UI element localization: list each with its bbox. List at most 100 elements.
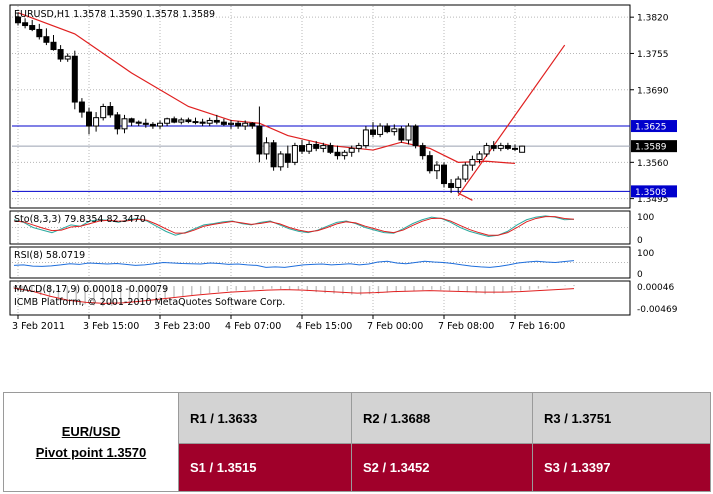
candle-body — [355, 145, 362, 149]
candle-body — [426, 155, 433, 172]
candle-body — [142, 122, 149, 125]
candle-body — [291, 145, 298, 163]
stochastic-panel — [9, 210, 631, 245]
support-3: S3 / 1.3397 — [532, 443, 711, 492]
candle-body — [313, 143, 320, 149]
support-1: S1 / 1.3515 — [178, 443, 352, 492]
candle-body — [512, 147, 518, 150]
rsi-panel — [9, 246, 631, 279]
x-tick-label: 7 Feb 08:00 — [438, 321, 494, 332]
candle-body — [249, 122, 256, 127]
candle-body — [29, 25, 36, 30]
current-price-badge — [631, 140, 677, 153]
candle-body — [306, 143, 313, 152]
candle-body — [157, 122, 163, 127]
price-level-label: 1.3508 — [635, 188, 667, 198]
macd-copyright: ICMB Platform, © 2001-2010 MetaQuotes So… — [14, 297, 285, 308]
support-2: S2 / 1.3452 — [351, 443, 533, 492]
candle-body — [270, 142, 277, 168]
x-tick-label: 4 Feb 07:00 — [225, 321, 281, 332]
sto-title: Sto(8,3,3) 79.8354 82.3470 — [14, 214, 146, 225]
candle-body — [199, 121, 206, 124]
candle-body — [504, 145, 511, 149]
candle-body — [370, 129, 376, 135]
indicator-line — [13, 260, 575, 268]
forex-chart: 1.3820 1.3755 1.3690 1.3560 1.3495 1.3625 1.35… — [9, 4, 678, 332]
price-level-label: 1.3625 — [635, 123, 667, 133]
candle-body — [284, 153, 291, 163]
main-price-panel — [9, 4, 631, 209]
macd-panel — [9, 280, 631, 316]
trend-line-secondary — [457, 192, 473, 201]
x-tick-label: 7 Feb 00:00 — [367, 321, 423, 332]
pivot-point-label: Pivot point 1.3570 — [35, 445, 147, 460]
candle-body — [448, 183, 455, 188]
y-tick-label: 0.00046 — [637, 283, 674, 293]
y-tick-label: 1.3560 — [637, 159, 669, 169]
macd-signal-line — [13, 287, 575, 304]
candle-body — [377, 125, 384, 135]
candle-body — [242, 122, 249, 127]
candle-body — [213, 119, 220, 123]
candle-body — [519, 145, 526, 153]
trend-line — [457, 44, 566, 197]
candle-body — [43, 36, 50, 43]
candle-body — [476, 153, 483, 161]
candle-body — [455, 178, 462, 188]
candle-body — [71, 55, 78, 103]
x-tick-label: 4 Feb 15:00 — [296, 321, 352, 332]
candle-body — [341, 151, 348, 157]
resistance-3: R3 / 1.3751 — [532, 392, 711, 444]
candle-body — [185, 119, 192, 123]
y-tick-label: 1.3495 — [637, 195, 669, 205]
candle-body — [320, 145, 327, 149]
y-tick-label: 100 — [637, 249, 654, 259]
candle-body — [107, 106, 114, 116]
price-level-badge — [631, 185, 677, 198]
indicator-line — [13, 216, 575, 236]
candle-body — [419, 145, 426, 157]
candle-body — [228, 122, 234, 125]
y-tick-label: 100 — [637, 213, 654, 223]
candle-body — [100, 106, 107, 119]
pivot-table: EUR/USD Pivot point 1.3570 R1 / 1.3633 R… — [3, 392, 711, 492]
candle-body — [462, 164, 469, 180]
candle-body — [391, 128, 398, 133]
candle-body — [128, 118, 135, 123]
y-tick-label: 0 — [637, 236, 643, 246]
candle-body — [405, 125, 412, 141]
main-chart-title: EURUSD,H1 1.3578 1.3590 1.3578 1.3589 — [14, 9, 215, 20]
candle-body — [299, 145, 305, 152]
candle-body — [441, 164, 447, 185]
candle-body — [93, 117, 100, 127]
candle-body — [398, 128, 405, 141]
pivot-label-cell: EUR/USD Pivot point 1.3570 — [3, 392, 179, 492]
candle-body — [114, 114, 121, 130]
candle-body — [15, 16, 21, 24]
candle-body — [171, 118, 178, 123]
y-tick-label: 1.3755 — [637, 50, 669, 60]
x-tick-label: 3 Feb 23:00 — [154, 321, 210, 332]
candle-body — [483, 145, 490, 155]
candle-body — [412, 125, 419, 147]
candle-body — [497, 145, 504, 149]
rsi-title: RSI(8) 58.0719 — [14, 250, 85, 261]
resistance-1: R1 / 1.3633 — [178, 392, 352, 444]
candle-body — [277, 153, 284, 168]
candle-body — [164, 118, 171, 124]
price-level-badge — [631, 120, 677, 133]
candle-body — [206, 119, 213, 124]
candle-body — [334, 151, 341, 157]
candle-body — [235, 122, 242, 127]
candle-body — [57, 49, 64, 60]
candle-body — [490, 145, 497, 149]
candle-body — [64, 55, 71, 60]
y-tick-label: 1.3820 — [637, 14, 669, 24]
candle-body — [22, 22, 29, 27]
candle-body — [178, 119, 185, 123]
candle-body — [348, 147, 355, 153]
y-tick-label: 0 — [637, 270, 643, 280]
candle-body — [86, 111, 92, 127]
x-tick-label: 7 Feb 16:00 — [509, 321, 565, 332]
candle-body — [327, 145, 334, 153]
